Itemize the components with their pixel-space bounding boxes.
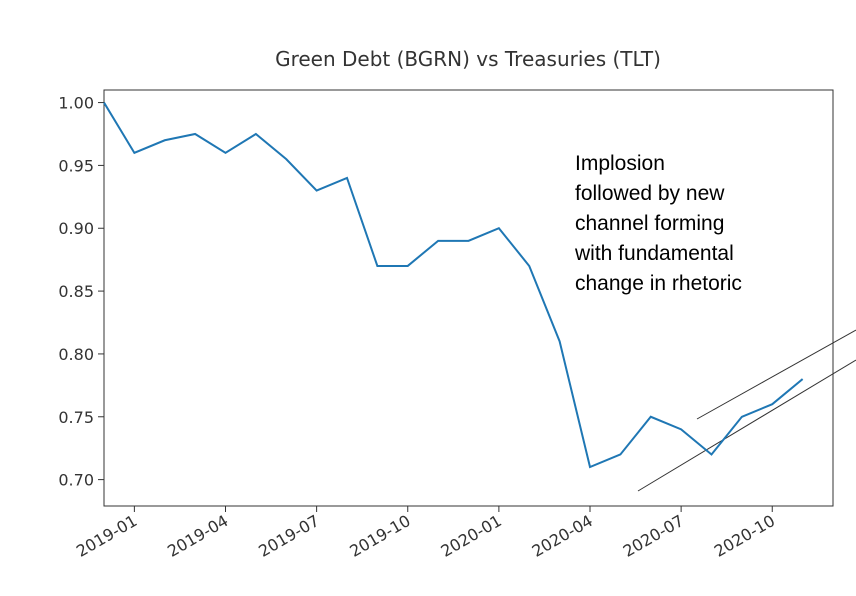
data-line (103, 102, 804, 469)
annotation: followed by new (575, 182, 725, 205)
annotation: with fundamental (574, 242, 734, 265)
x-tick-label: 2019-07 (255, 511, 322, 561)
channel-line (696, 329, 856, 420)
y-tick-label: 0.70 (58, 471, 94, 490)
y-tick-label: 0.75 (58, 408, 94, 427)
annotation: Implosion (575, 152, 665, 175)
annotation: change in rhetoric (575, 272, 742, 295)
x-tick-label: 2020-10 (711, 511, 778, 561)
y-tick-label: 0.80 (58, 345, 94, 364)
x-tick-label: 2019-10 (346, 511, 413, 561)
x-tick-label: 2019-01 (73, 511, 140, 561)
annotation: channel forming (575, 212, 724, 235)
y-tick-label: 0.90 (58, 219, 94, 238)
y-tick-label: 0.85 (58, 282, 94, 301)
x-tick-label: 2019-04 (164, 511, 231, 561)
x-tick-label: 2020-01 (437, 511, 504, 561)
y-tick-label: 1.00 (58, 94, 94, 113)
y-tick-label: 0.95 (58, 156, 94, 175)
x-tick-label: 2020-07 (620, 511, 687, 561)
x-tick-label: 2020-04 (529, 511, 596, 561)
channel-line (637, 359, 856, 492)
chart-title: Green Debt (BGRN) vs Treasuries (TLT) (275, 47, 661, 71)
plot-frame (103, 89, 834, 507)
